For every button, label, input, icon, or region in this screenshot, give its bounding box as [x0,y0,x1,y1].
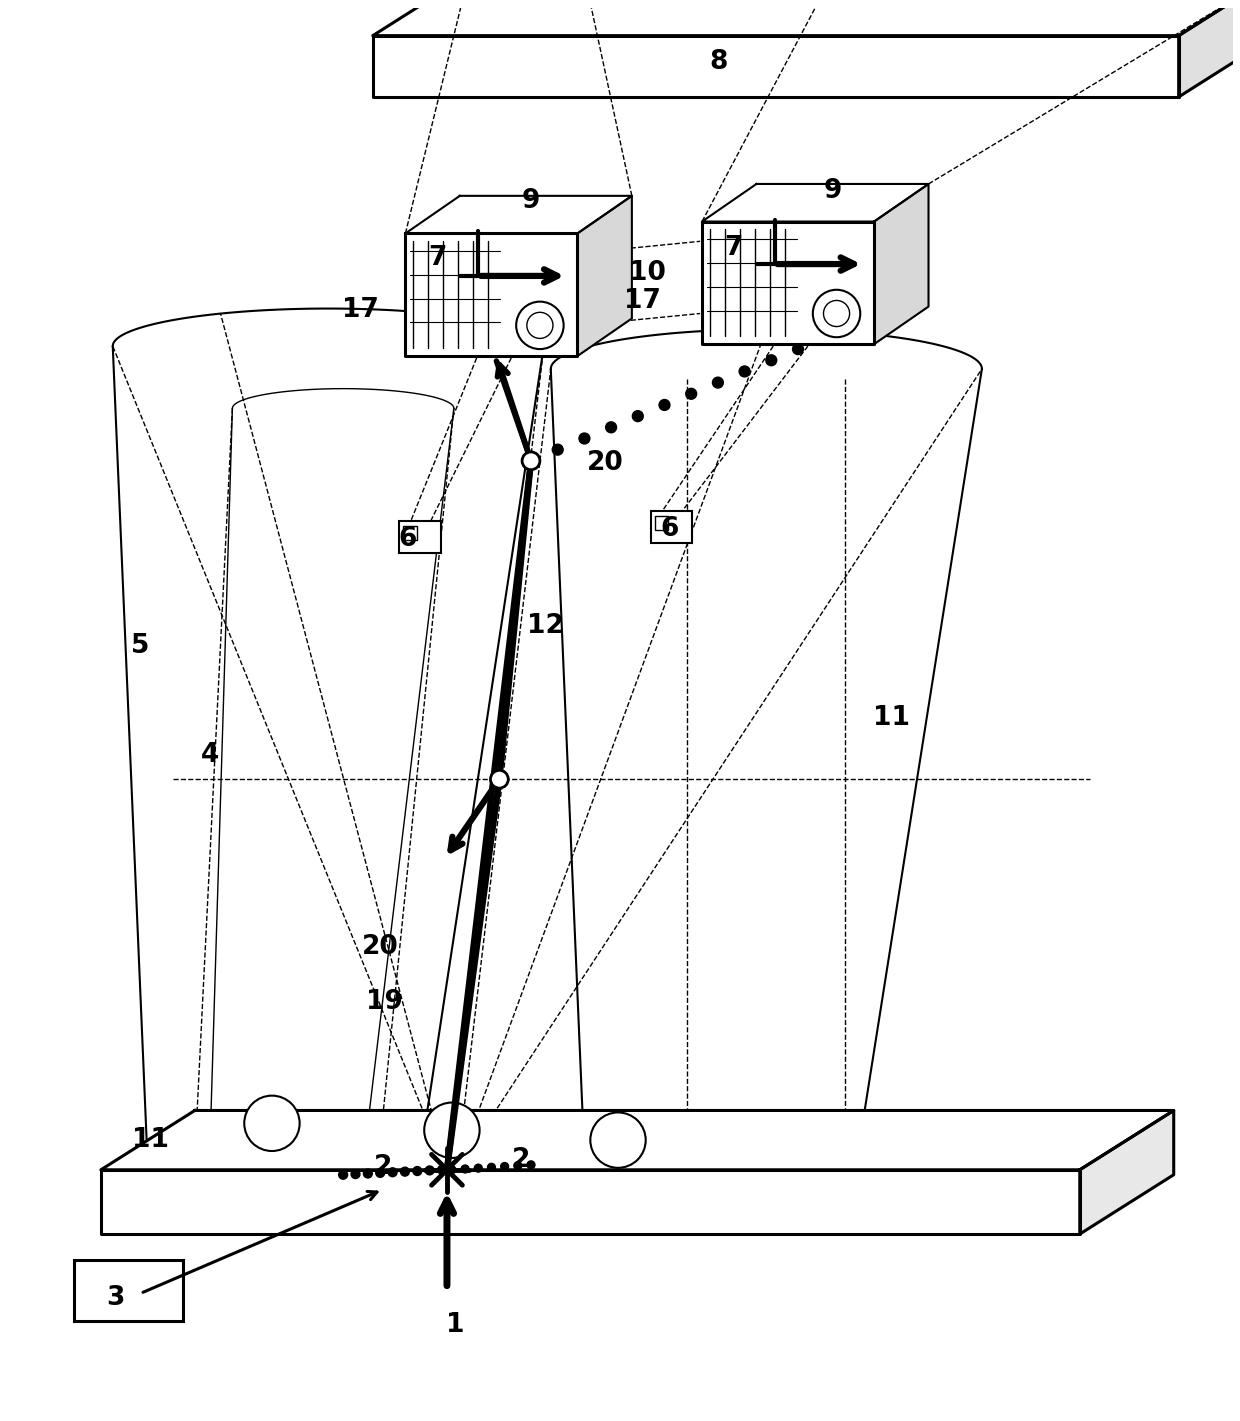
Polygon shape [702,183,929,222]
Text: 9: 9 [823,178,842,203]
Polygon shape [1179,0,1238,97]
Text: 12: 12 [527,612,564,639]
Text: 10: 10 [629,260,666,286]
Circle shape [424,1103,480,1158]
Text: 20: 20 [362,935,399,961]
Circle shape [401,1167,409,1177]
Circle shape [526,455,537,466]
Text: 2: 2 [373,1154,392,1179]
Circle shape [244,1096,300,1151]
Text: 3: 3 [107,1286,125,1312]
Circle shape [475,1164,482,1172]
Circle shape [501,1162,508,1171]
Text: 2: 2 [512,1147,531,1172]
Polygon shape [702,222,874,344]
Text: 5: 5 [131,632,150,659]
Circle shape [438,1165,446,1174]
Text: 11: 11 [131,1127,169,1152]
Text: 8: 8 [709,50,728,75]
Circle shape [425,1167,434,1175]
Bar [74,1260,184,1322]
Circle shape [448,1165,456,1174]
Polygon shape [405,233,578,357]
Text: 20: 20 [587,450,624,476]
Circle shape [522,452,539,470]
Circle shape [590,1113,646,1168]
Bar [651,512,692,543]
Polygon shape [100,1110,1174,1169]
Circle shape [766,355,776,365]
Polygon shape [100,1169,1080,1233]
Text: 6: 6 [398,526,417,551]
Bar [655,516,668,530]
Polygon shape [373,36,1179,97]
Polygon shape [874,183,929,344]
Text: 19: 19 [366,989,403,1015]
Text: 7: 7 [724,236,743,261]
Text: 4: 4 [201,742,218,767]
Circle shape [376,1168,384,1178]
Circle shape [351,1169,360,1178]
Circle shape [339,1171,347,1179]
Circle shape [812,290,861,337]
Polygon shape [373,0,1238,36]
Text: 17: 17 [624,287,661,314]
Circle shape [739,367,750,377]
Circle shape [632,411,644,422]
Circle shape [686,388,697,399]
Polygon shape [1080,1110,1174,1233]
Circle shape [516,301,564,350]
Polygon shape [578,196,632,357]
Circle shape [658,399,670,411]
Circle shape [552,445,563,455]
Text: 11: 11 [873,705,910,730]
Circle shape [413,1167,422,1175]
Bar [399,522,441,553]
Circle shape [513,1162,522,1169]
Circle shape [491,770,508,789]
Text: 17: 17 [342,297,379,323]
Polygon shape [405,196,632,233]
Text: 6: 6 [660,516,678,541]
Text: 7: 7 [428,246,446,271]
Circle shape [713,377,723,388]
Text: 9: 9 [522,188,541,213]
Circle shape [363,1169,372,1178]
Circle shape [579,433,590,443]
Circle shape [461,1165,469,1172]
Circle shape [388,1168,397,1177]
Circle shape [487,1164,496,1171]
Circle shape [605,422,616,433]
Circle shape [527,1161,534,1169]
Circle shape [792,344,804,354]
Bar [403,526,418,540]
Text: 1: 1 [445,1312,464,1339]
